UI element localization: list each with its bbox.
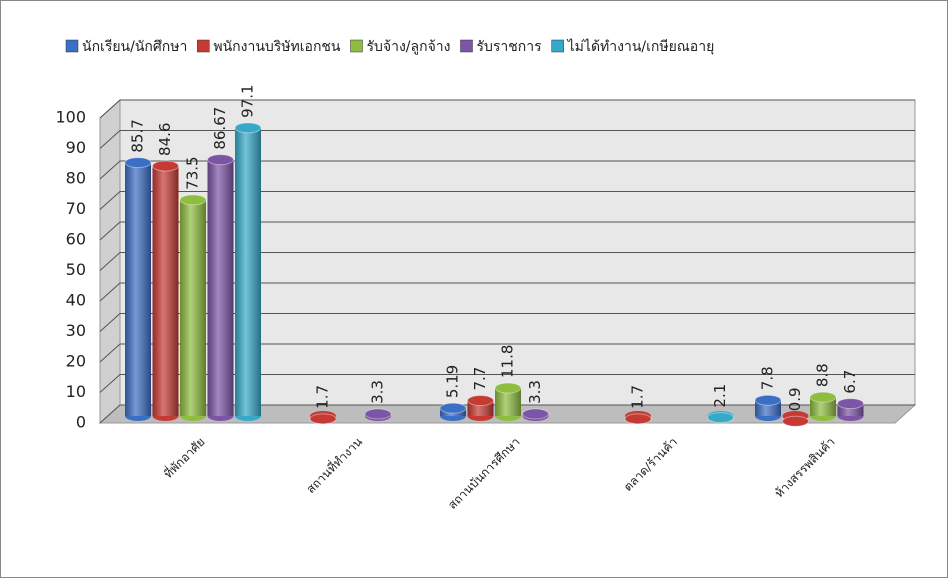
value-label: 97.1 — [239, 84, 257, 117]
bar-top — [837, 398, 864, 410]
value-label: 11.8 — [499, 345, 517, 378]
bar-top — [782, 415, 809, 427]
bar-top — [439, 402, 467, 414]
value-label: 0.9 — [786, 387, 804, 411]
grid-line — [99, 160, 915, 180]
bar — [179, 194, 207, 421]
bar-shade — [235, 127, 261, 416]
y-tick-label: 20 — [66, 352, 86, 371]
value-label: 2.1 — [711, 384, 729, 408]
bar — [754, 394, 782, 421]
bar-top — [152, 160, 179, 172]
bar-shade — [180, 199, 206, 416]
grid-line — [99, 252, 915, 271]
bar-shade — [125, 162, 151, 416]
bar-top — [364, 408, 392, 420]
y-tick-label: 0 — [76, 413, 86, 432]
value-label: 7.8 — [759, 366, 777, 390]
grid-line — [99, 191, 915, 210]
bar-top — [522, 408, 549, 420]
grid-line — [99, 313, 915, 332]
grid-line — [99, 374, 915, 393]
grid-line — [99, 282, 915, 302]
bar — [837, 398, 864, 421]
y-tick-label: 60 — [66, 230, 86, 249]
value-label: 86.67 — [211, 107, 229, 150]
legend-swatch — [350, 39, 363, 53]
value-label: 3.3 — [526, 380, 544, 404]
bar-top — [494, 382, 522, 394]
grid-line — [99, 130, 915, 149]
value-label: 5.19 — [444, 365, 462, 398]
legend-label: นักเรียน/นักศึกษา — [82, 39, 187, 55]
bar — [234, 122, 262, 421]
y-tick-label: 80 — [66, 169, 86, 188]
bar-top — [754, 394, 782, 406]
legend-label: รับจ้าง/ลูกจ้าง — [367, 39, 451, 55]
legend-label: รับราชการ — [476, 39, 542, 55]
bar — [439, 402, 467, 421]
value-label: 3.3 — [369, 380, 387, 404]
bar — [309, 411, 337, 425]
bar-shade — [810, 397, 836, 416]
legend-swatch — [65, 39, 79, 53]
bar-top — [234, 122, 262, 134]
grid-line — [99, 404, 915, 424]
grid-line — [99, 343, 915, 363]
bar — [152, 160, 179, 421]
y-tick-label: 50 — [66, 260, 86, 279]
y-tick-label: 40 — [66, 291, 86, 310]
value-label: 1.7 — [629, 385, 647, 409]
value-label: 85.7 — [129, 119, 147, 152]
grid-line — [99, 99, 915, 119]
y-tick-label: 30 — [66, 321, 86, 340]
bar-shade — [152, 165, 179, 416]
bar — [522, 408, 549, 421]
bar — [124, 157, 152, 421]
bar — [364, 408, 392, 421]
value-label: 8.8 — [814, 363, 832, 387]
legend-label: ไม่ได้ทำงาน/เกษียณอายุ — [567, 38, 715, 55]
bar — [207, 154, 234, 421]
bar-top — [707, 412, 734, 424]
y-tick-label: 100 — [55, 108, 86, 127]
bar-top — [124, 157, 152, 169]
bar — [467, 395, 494, 421]
bar-top — [309, 413, 337, 425]
bar — [707, 411, 734, 424]
value-label: 7.7 — [471, 367, 489, 391]
legend-label: พนักงานบริษัทเอกชน — [213, 39, 341, 55]
bar-top — [179, 194, 207, 206]
bar — [494, 382, 522, 421]
grid-line — [99, 221, 915, 241]
y-tick-label: 10 — [66, 382, 86, 401]
legend-swatch — [551, 39, 564, 53]
bar-top — [207, 154, 234, 166]
value-label: 84.6 — [156, 123, 174, 156]
bar-shade — [207, 159, 234, 416]
y-tick-label: 70 — [66, 199, 86, 218]
value-label: 1.7 — [314, 385, 332, 409]
value-label: 73.5 — [184, 156, 202, 189]
bar-top — [809, 391, 837, 403]
bar-top — [467, 395, 494, 407]
bar — [809, 391, 837, 421]
legend-swatch — [460, 39, 473, 53]
bar — [782, 411, 809, 427]
legend-swatch — [197, 39, 210, 53]
bar — [624, 411, 652, 425]
value-label: 6.7 — [841, 370, 859, 394]
y-tick-label: 90 — [66, 138, 86, 157]
bar-top — [624, 413, 652, 425]
